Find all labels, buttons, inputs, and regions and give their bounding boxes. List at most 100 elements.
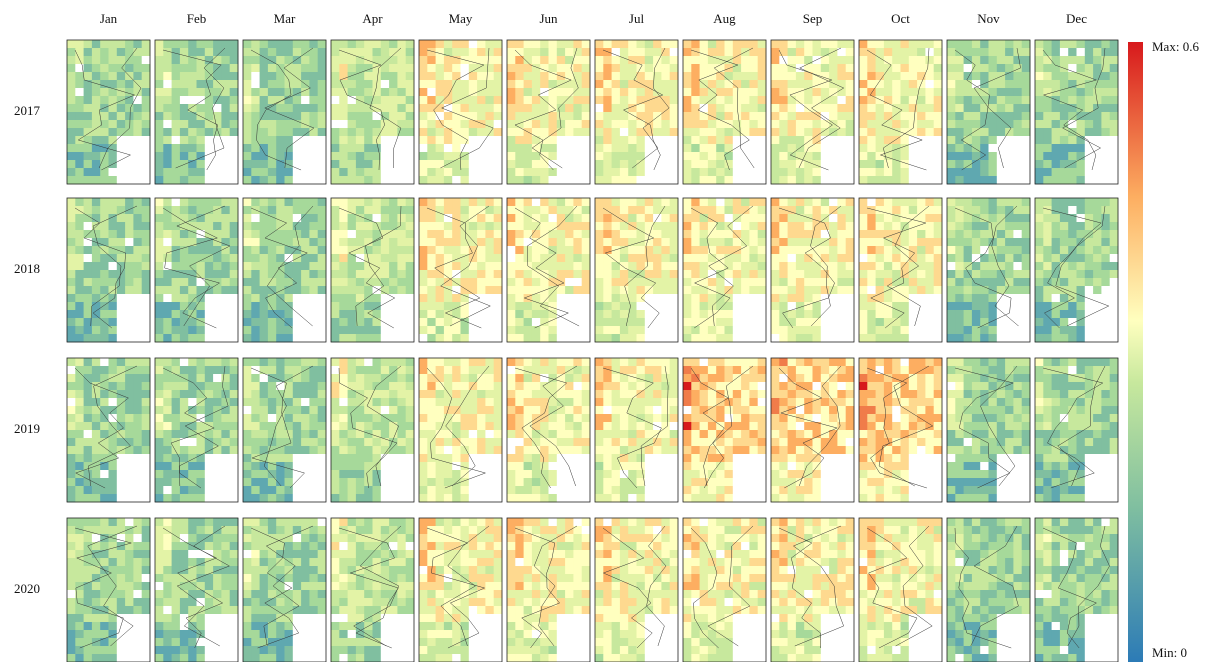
map-cell xyxy=(179,422,189,431)
map-cell xyxy=(204,422,214,431)
map-cell xyxy=(804,40,813,49)
map-cell xyxy=(452,326,461,335)
map-cell xyxy=(243,462,252,471)
map-cell xyxy=(1005,80,1014,89)
map-cell xyxy=(565,238,574,247)
map-cell xyxy=(259,310,269,319)
map-cell xyxy=(435,214,445,223)
map-cell xyxy=(141,56,151,65)
map-cell xyxy=(691,254,700,263)
map-cell xyxy=(707,88,717,97)
map-cell xyxy=(988,88,998,97)
map-cell xyxy=(947,64,956,73)
panel-frame xyxy=(682,197,767,343)
map-cell xyxy=(691,334,700,343)
map-cell xyxy=(83,48,93,57)
boundary xyxy=(991,205,1019,327)
map-cell xyxy=(971,168,981,177)
map-cell xyxy=(1035,120,1044,129)
map-cell xyxy=(1076,270,1086,279)
map-cell xyxy=(485,96,495,105)
map-cell xyxy=(251,374,260,383)
map-cell xyxy=(163,152,172,161)
map-cell xyxy=(1035,144,1044,153)
map-cell xyxy=(1005,246,1014,255)
map-cell xyxy=(1068,160,1077,169)
map-cell xyxy=(779,112,788,121)
map-cell xyxy=(125,222,134,231)
map-cell xyxy=(284,88,294,97)
map-cell xyxy=(900,302,910,311)
map-cell xyxy=(1005,136,1014,145)
map-cell xyxy=(91,80,101,89)
map-cell xyxy=(221,72,231,81)
map-cell xyxy=(485,40,495,49)
map-cell xyxy=(163,40,172,49)
map-cell xyxy=(749,168,759,177)
map-cell xyxy=(771,214,780,223)
map-cell xyxy=(259,278,269,287)
map-cell xyxy=(573,104,583,113)
map-cell xyxy=(556,214,566,223)
map-cell xyxy=(892,286,901,295)
map-cell xyxy=(179,230,189,239)
map-cell xyxy=(133,246,143,255)
map-cell xyxy=(1084,222,1094,231)
map-cell xyxy=(507,262,516,271)
map-cell xyxy=(947,238,956,247)
map-cell xyxy=(477,160,486,169)
map-cell xyxy=(301,238,310,247)
map-cell xyxy=(859,222,868,231)
map-cell xyxy=(1051,270,1061,279)
map-cell xyxy=(100,144,109,153)
map-panel xyxy=(242,197,327,343)
map-cell xyxy=(875,238,885,247)
map-cell xyxy=(603,262,612,271)
map-cell xyxy=(829,144,838,153)
map-cell xyxy=(573,214,583,223)
map-cell xyxy=(267,318,277,327)
map-cell xyxy=(787,326,797,335)
map-cell xyxy=(171,438,181,447)
map-cell xyxy=(741,144,750,153)
map-cell xyxy=(419,294,428,303)
map-cell xyxy=(644,270,654,279)
map-cell xyxy=(347,64,357,73)
map-cell xyxy=(867,48,876,57)
map-cell xyxy=(229,238,239,247)
map-cell xyxy=(1005,326,1014,335)
map-cell xyxy=(372,112,382,121)
map-cell xyxy=(515,230,524,239)
map-cell xyxy=(196,176,206,185)
map-cell xyxy=(347,326,357,335)
map-cell xyxy=(908,40,918,49)
map-cell xyxy=(397,152,407,161)
map-cell xyxy=(716,128,725,137)
map-cell xyxy=(372,144,382,153)
map-cell xyxy=(595,262,604,271)
map-cell xyxy=(1084,176,1094,185)
map-cell xyxy=(548,128,558,137)
map-cell xyxy=(251,406,260,415)
map-cell xyxy=(691,246,700,255)
map-cell xyxy=(125,270,134,279)
map-cell xyxy=(141,144,151,153)
map-cell xyxy=(980,96,989,105)
map-cell xyxy=(251,422,260,431)
map-cell xyxy=(845,152,855,161)
map-cell xyxy=(221,230,231,239)
map-cell xyxy=(845,214,855,223)
map-cell xyxy=(1021,136,1031,145)
map-cell xyxy=(1035,136,1044,145)
map-cell xyxy=(732,270,742,279)
map-cell xyxy=(91,48,101,57)
map-cell xyxy=(619,176,629,185)
map-cell xyxy=(1051,48,1061,57)
map-cell xyxy=(427,294,436,303)
map-cell xyxy=(1068,136,1077,145)
map-cell xyxy=(389,302,398,311)
map-cell xyxy=(229,128,239,137)
map-cell xyxy=(276,358,285,367)
map-cell xyxy=(125,358,134,367)
map-cell xyxy=(301,326,310,335)
